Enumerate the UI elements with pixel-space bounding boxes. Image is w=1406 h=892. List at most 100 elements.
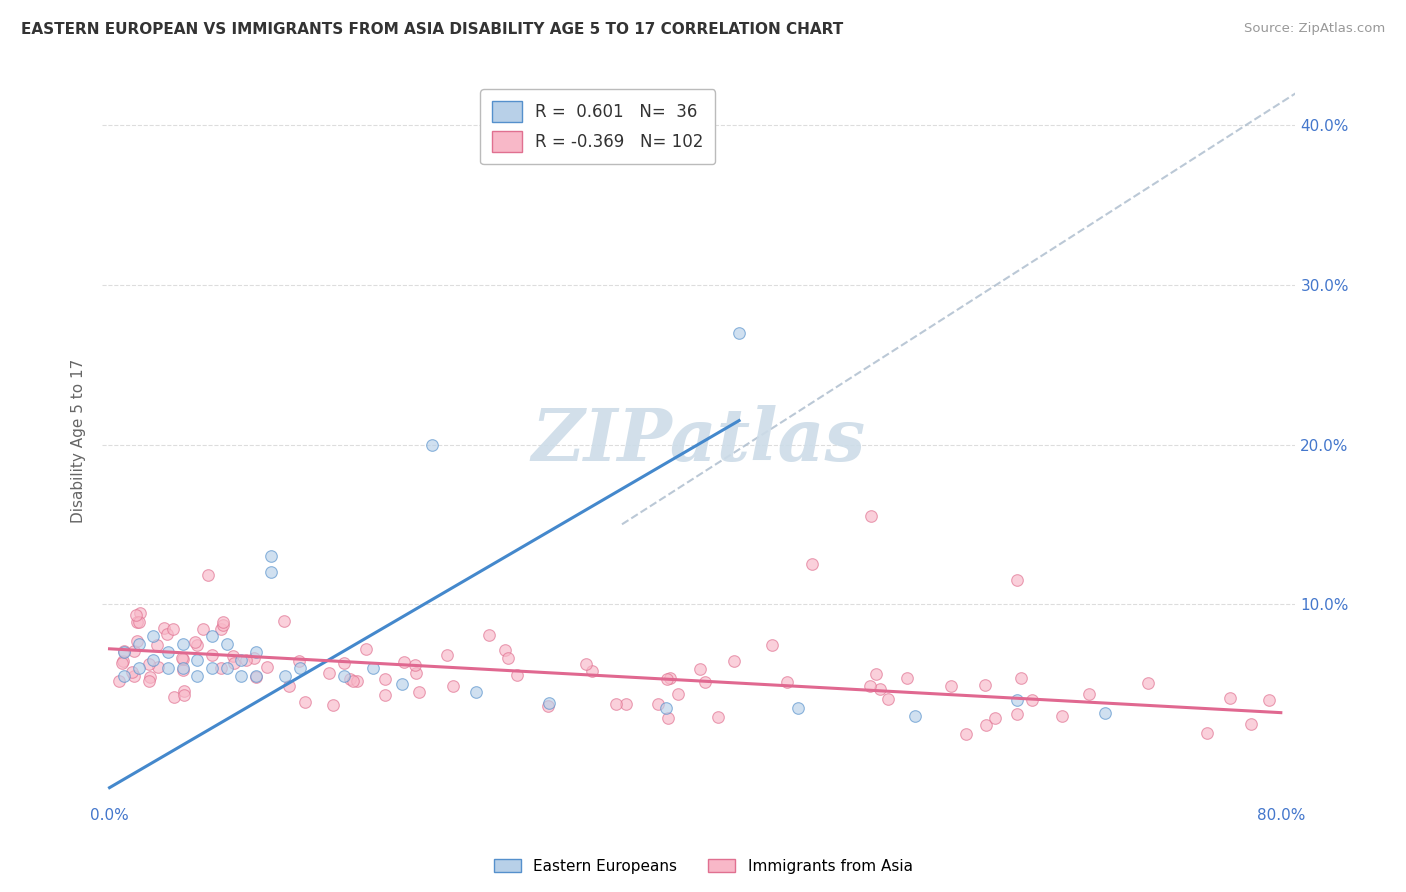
Point bbox=[170, 651, 193, 665]
Point bbox=[441, 679, 464, 693]
Point bbox=[129, 606, 152, 620]
Point bbox=[1077, 688, 1099, 702]
Point bbox=[142, 629, 165, 643]
Point bbox=[212, 618, 235, 632]
Point bbox=[1007, 693, 1029, 707]
Legend: Eastern Europeans, Immigrants from Asia: Eastern Europeans, Immigrants from Asia bbox=[488, 853, 918, 880]
Point bbox=[173, 683, 195, 698]
Point bbox=[212, 615, 235, 630]
Point bbox=[231, 669, 253, 683]
Point bbox=[1094, 706, 1116, 720]
Point bbox=[201, 661, 224, 675]
Point bbox=[339, 672, 361, 686]
Point bbox=[172, 651, 194, 665]
Point bbox=[391, 677, 413, 691]
Point bbox=[436, 648, 458, 663]
Point bbox=[322, 698, 344, 712]
Point bbox=[877, 692, 900, 706]
Point bbox=[865, 666, 887, 681]
Point bbox=[173, 689, 195, 703]
Point bbox=[659, 671, 682, 685]
Point bbox=[464, 685, 486, 699]
Point bbox=[245, 645, 267, 659]
Point bbox=[245, 669, 267, 683]
Point bbox=[1050, 709, 1073, 723]
Point bbox=[1219, 690, 1241, 705]
Point bbox=[707, 710, 730, 724]
Point bbox=[1010, 671, 1032, 685]
Point bbox=[728, 326, 751, 340]
Point bbox=[146, 659, 169, 673]
Point bbox=[356, 641, 378, 656]
Point bbox=[374, 688, 396, 702]
Point bbox=[955, 727, 977, 741]
Point bbox=[172, 637, 194, 651]
Point bbox=[125, 615, 148, 629]
Point bbox=[124, 608, 146, 623]
Point bbox=[222, 649, 245, 664]
Point bbox=[294, 695, 316, 709]
Point bbox=[581, 665, 603, 679]
Point bbox=[288, 654, 311, 668]
Point bbox=[973, 678, 995, 692]
Point bbox=[157, 661, 180, 675]
Point bbox=[288, 661, 311, 675]
Point bbox=[215, 661, 238, 675]
Point bbox=[392, 655, 415, 669]
Point bbox=[1239, 717, 1261, 731]
Point bbox=[506, 668, 529, 682]
Point bbox=[494, 642, 516, 657]
Point bbox=[197, 568, 219, 582]
Point bbox=[478, 628, 501, 642]
Point bbox=[689, 661, 711, 675]
Point bbox=[128, 661, 150, 675]
Point bbox=[242, 651, 264, 665]
Point bbox=[142, 653, 165, 667]
Point bbox=[277, 679, 299, 693]
Text: ZIPatlas: ZIPatlas bbox=[531, 405, 866, 476]
Y-axis label: Disability Age 5 to 17: Disability Age 5 to 17 bbox=[72, 359, 86, 523]
Point bbox=[693, 675, 716, 690]
Point bbox=[112, 645, 135, 659]
Point bbox=[121, 665, 143, 679]
Point bbox=[186, 653, 208, 667]
Point bbox=[1258, 693, 1281, 707]
Point bbox=[122, 669, 145, 683]
Point bbox=[235, 653, 257, 667]
Point bbox=[209, 661, 232, 675]
Point bbox=[761, 638, 783, 652]
Point bbox=[408, 685, 430, 699]
Point bbox=[869, 681, 891, 696]
Point bbox=[215, 637, 238, 651]
Point bbox=[941, 679, 963, 693]
Point bbox=[575, 657, 598, 671]
Point bbox=[122, 644, 145, 658]
Point bbox=[655, 701, 678, 715]
Point bbox=[723, 654, 745, 668]
Point bbox=[191, 622, 214, 636]
Point bbox=[231, 653, 253, 667]
Point bbox=[984, 711, 1007, 725]
Point bbox=[374, 672, 396, 686]
Legend: R =  0.601   N=  36, R = -0.369   N= 102: R = 0.601 N= 36, R = -0.369 N= 102 bbox=[481, 89, 716, 164]
Point bbox=[859, 679, 882, 693]
Point bbox=[801, 558, 824, 572]
Point bbox=[537, 698, 560, 713]
Point bbox=[655, 672, 678, 686]
Point bbox=[186, 669, 208, 683]
Point bbox=[259, 549, 281, 564]
Point bbox=[156, 626, 179, 640]
Point bbox=[1195, 726, 1218, 740]
Point bbox=[859, 509, 882, 524]
Point bbox=[259, 565, 281, 579]
Point bbox=[666, 687, 689, 701]
Point bbox=[657, 711, 679, 725]
Point bbox=[139, 670, 162, 684]
Point bbox=[1021, 693, 1043, 707]
Point bbox=[112, 669, 135, 683]
Point bbox=[346, 673, 368, 688]
Point bbox=[274, 669, 297, 683]
Point bbox=[163, 690, 186, 704]
Point bbox=[647, 697, 669, 711]
Point bbox=[1137, 676, 1160, 690]
